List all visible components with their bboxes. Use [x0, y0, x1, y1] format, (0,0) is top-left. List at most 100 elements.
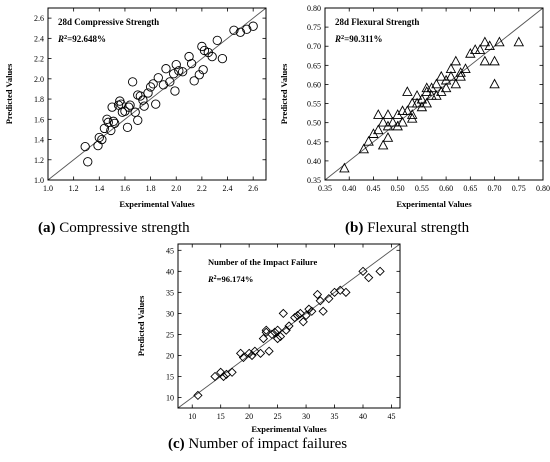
x-tick-label: 1.4 — [94, 184, 104, 193]
x-tick-label: 45 — [387, 412, 395, 421]
caption-c-text: Number of impact failures — [188, 436, 348, 452]
x-tick-label: 40 — [359, 412, 367, 421]
data-point — [402, 105, 413, 116]
chart-title: 28d Flexural Strength — [335, 17, 419, 27]
data-point — [148, 79, 158, 89]
data-point — [406, 97, 418, 108]
y-tick-label: 15 — [166, 372, 174, 381]
data-point — [170, 86, 180, 96]
y-tick-label: 25 — [166, 330, 174, 339]
data-point — [261, 325, 271, 335]
y-tick-label: 1.8 — [34, 95, 44, 104]
data-point — [363, 135, 374, 146]
x-tick-label: 2.0 — [171, 184, 181, 193]
y-tick-label: 0.65 — [307, 61, 321, 70]
data-point — [445, 63, 457, 73]
data-point — [261, 327, 271, 337]
data-point — [189, 76, 199, 86]
x-tick-label: 1.6 — [120, 184, 130, 193]
x-tick-label: 20 — [245, 412, 253, 421]
data-point — [387, 116, 399, 127]
panel-a: 1.0 1.2 1.4 1.6 1.8 2.0 2.2 2.4 2.6 1.0 1.2 1.4 1.6 1… — [0, 0, 275, 222]
caption-c: (c) Number of impact failures — [168, 436, 347, 453]
data-point — [281, 325, 291, 335]
data-point — [238, 352, 249, 363]
reference-line — [47, 7, 267, 181]
y-tick-label: 0.40 — [307, 157, 321, 166]
data-point — [138, 95, 148, 105]
data-point — [358, 143, 370, 154]
reference-line — [324, 7, 544, 181]
x-tick-label: 0.75 — [512, 184, 526, 193]
data-point — [229, 25, 239, 35]
x-tick-label: 2.2 — [197, 184, 207, 193]
y-tick-label: 30 — [166, 309, 174, 318]
chart-title: Number of the Impact Failure — [208, 257, 317, 267]
x-tick-label: 0.80 — [536, 184, 550, 193]
r-squared-label: R2=96.174% — [207, 274, 253, 284]
data-point — [290, 312, 300, 323]
data-point — [227, 367, 237, 377]
caption-b-tag: (b) — [345, 220, 364, 236]
data-point — [382, 132, 394, 142]
caption-b: (b) Flexural strength — [345, 220, 469, 237]
data-point — [375, 266, 385, 276]
x-tick-label: 0.65 — [463, 184, 477, 193]
chart-compressive-strength: 1.0 1.2 1.4 1.6 1.8 2.0 2.2 2.4 2.6 1.0 1.2 1.4 1.6 1… — [4, 7, 267, 209]
data-point — [270, 327, 280, 337]
data-point — [80, 141, 90, 152]
y-tick-label: 0.75 — [307, 23, 321, 32]
x-tick-label: 2.4 — [223, 184, 233, 193]
y-tick-label: 35 — [166, 288, 174, 297]
data-point — [153, 73, 163, 83]
y-tick-label: 0.50 — [307, 119, 321, 128]
r-squared-label: R2=90.311% — [334, 34, 383, 45]
x-tick-label: 0.40 — [342, 184, 356, 193]
y-tick-label: 2.4 — [34, 34, 44, 43]
data-point — [382, 109, 394, 119]
data-point — [406, 109, 418, 119]
data-point — [212, 35, 222, 46]
x-tick-label: 0.60 — [439, 184, 453, 193]
data-point — [421, 97, 432, 108]
y-tick-label: 0.80 — [307, 4, 321, 13]
data-point — [169, 69, 179, 79]
data-point — [284, 321, 294, 331]
data-point — [247, 350, 257, 361]
panel-c: 10 15 20 25 30 35 40 45 10 15 20 25 30 35 40 45 Experime… — [130, 238, 410, 436]
data-point — [143, 88, 153, 98]
data-point — [151, 99, 161, 109]
data-point — [125, 100, 135, 110]
chart-flexural-strength: 0.35 0.40 0.45 0.50 0.55 0.60 0.65 0.70 0.75 0.80… — [279, 4, 550, 209]
chart-title: 28d Compressive Strength — [58, 17, 159, 27]
data-point — [358, 266, 368, 276]
x-axis-label: Experimental Values — [119, 199, 195, 209]
data-point — [455, 67, 466, 77]
data-point — [161, 64, 171, 74]
data-point — [130, 107, 140, 117]
data-point — [186, 58, 197, 69]
data-point — [335, 285, 345, 295]
r-squared-label: R2=92.648% — [57, 34, 106, 45]
data-point — [248, 21, 258, 31]
data-point — [250, 346, 260, 356]
data-point — [165, 77, 175, 87]
data-point — [301, 310, 311, 321]
caption-a-tag: (a) — [38, 220, 56, 236]
y-tick-label: 1.2 — [34, 156, 44, 165]
x-tick-label: 30 — [302, 412, 310, 421]
data-point — [171, 60, 181, 70]
x-tick-label: 0.70 — [488, 184, 502, 193]
y-tick-label: 0.35 — [307, 176, 321, 185]
caption-a: (a) Compressive strength — [38, 220, 190, 237]
plot-frame — [324, 7, 544, 181]
data-point — [474, 44, 486, 54]
x-tick-label: 10 — [188, 412, 196, 421]
x-tick-label: 2.6 — [248, 184, 258, 193]
data-point — [217, 53, 228, 64]
data-point — [235, 348, 246, 358]
data-point — [83, 157, 93, 167]
data-point — [292, 310, 303, 321]
y-tick-label: 10 — [166, 393, 174, 402]
data-point — [440, 82, 452, 93]
